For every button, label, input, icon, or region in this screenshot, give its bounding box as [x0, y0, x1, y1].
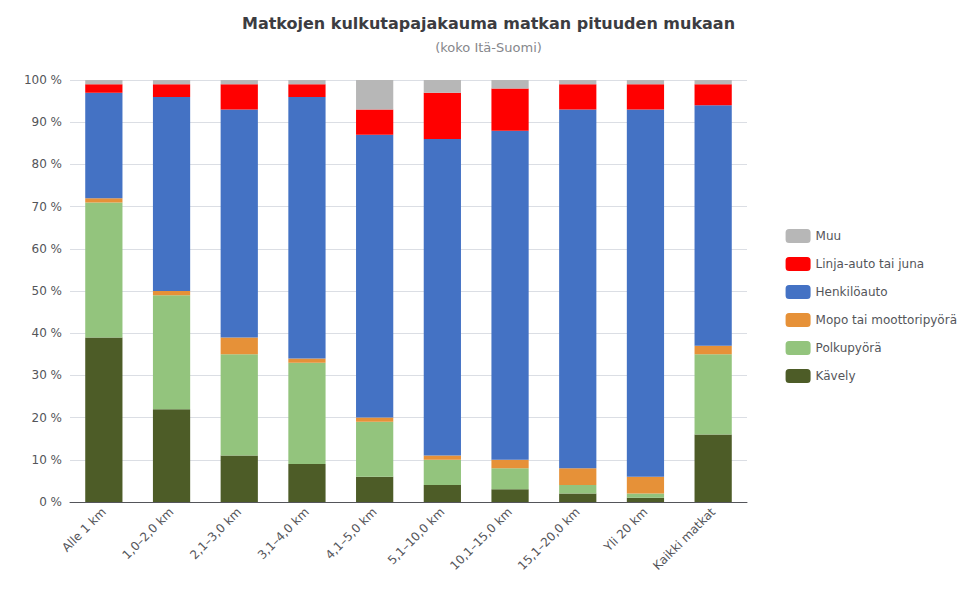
svg-text:10 %: 10 %	[32, 453, 63, 467]
svg-text:Muu: Muu	[816, 229, 842, 243]
svg-text:5,1–10,0 km: 5,1–10,0 km	[385, 505, 447, 567]
svg-text:4,1–5,0 km: 4,1–5,0 km	[323, 505, 380, 562]
svg-text:20 %: 20 %	[32, 411, 63, 425]
svg-text:1,0–2,0 km: 1,0–2,0 km	[120, 505, 177, 562]
svg-text:Yli 20 km: Yli 20 km	[601, 505, 651, 555]
svg-text:0 %: 0 %	[39, 495, 62, 509]
svg-text:Mopo tai moottoripyörä: Mopo tai moottoripyörä	[816, 313, 957, 327]
svg-text:Matkojen kulkutapajakauma matk: Matkojen kulkutapajakauma matkan pituude…	[242, 14, 735, 33]
svg-text:90 %: 90 %	[32, 115, 63, 129]
svg-text:Alle 1 km: Alle 1 km	[59, 505, 109, 555]
svg-text:Polkupyörä: Polkupyörä	[816, 341, 882, 355]
svg-text:Kaikki matkat: Kaikki matkat	[650, 505, 718, 573]
svg-text:40 %: 40 %	[32, 326, 63, 340]
svg-text:80 %: 80 %	[32, 157, 63, 171]
svg-text:50 %: 50 %	[32, 284, 63, 298]
svg-text:15,1–20,0 km: 15,1–20,0 km	[515, 505, 583, 573]
svg-text:Kävely: Kävely	[816, 369, 856, 383]
svg-text:10,1–15,0 km: 10,1–15,0 km	[447, 505, 515, 573]
svg-text:3,1–4,0 km: 3,1–4,0 km	[255, 505, 312, 562]
svg-text:(koko Itä-Suomi): (koko Itä-Suomi)	[435, 40, 542, 55]
svg-text:Linja-auto tai juna: Linja-auto tai juna	[816, 257, 925, 271]
svg-text:60 %: 60 %	[32, 242, 63, 256]
svg-text:30 %: 30 %	[32, 368, 63, 382]
svg-text:70 %: 70 %	[32, 200, 63, 214]
svg-text:Henkilöauto: Henkilöauto	[816, 285, 888, 299]
svg-text:2,1–3,0 km: 2,1–3,0 km	[187, 505, 244, 562]
svg-text:100 %: 100 %	[24, 73, 62, 87]
